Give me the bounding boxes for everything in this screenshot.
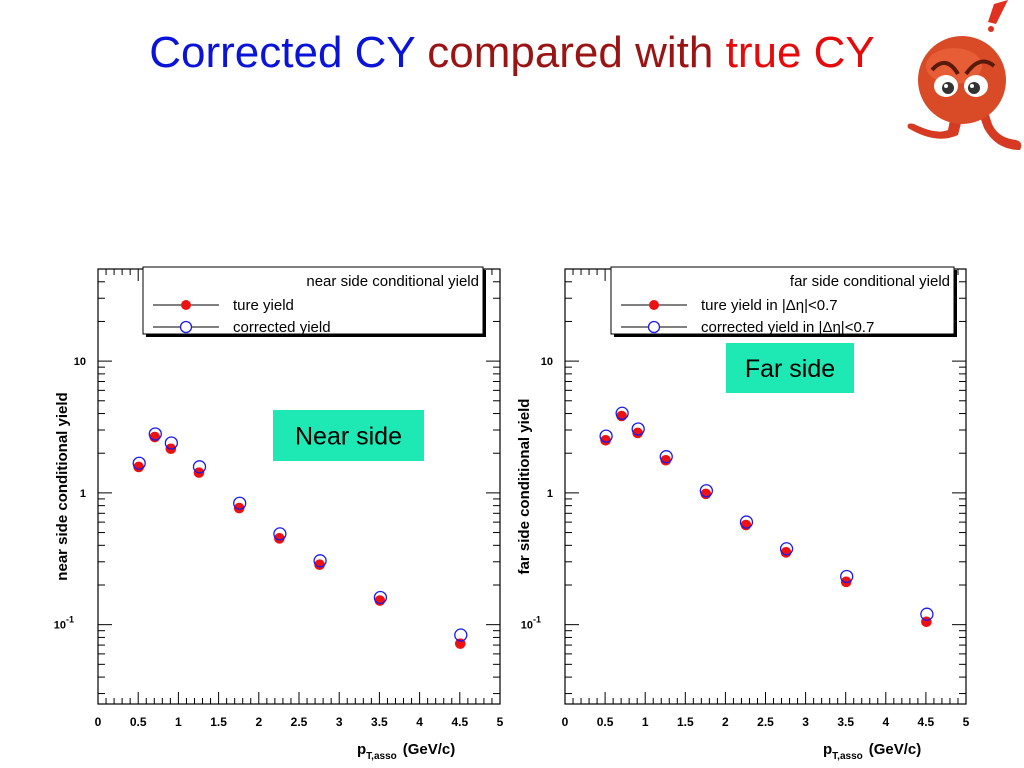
data-point-corrected bbox=[699, 484, 714, 498]
legend-entry-label: corrected yield in |Δη|<0.7 bbox=[701, 319, 874, 336]
x-axis-label-sub: T,asso bbox=[832, 751, 863, 762]
x-axis-label-sub: T,asso bbox=[366, 751, 397, 762]
x-tick-label: 4 bbox=[882, 715, 889, 729]
legend-entry-label: ture yield bbox=[233, 297, 294, 314]
data-point-corrected bbox=[615, 406, 629, 420]
y-tick-base: 10 bbox=[74, 356, 86, 368]
data-point-true bbox=[600, 435, 611, 446]
data-point-corrected bbox=[273, 527, 287, 541]
x-tick-label: 4 bbox=[416, 715, 423, 729]
x-tick-label: 0 bbox=[95, 715, 102, 729]
y-tick-label: 10-1 bbox=[54, 615, 74, 632]
y-tick-label: 10-1 bbox=[521, 615, 541, 632]
x-axis-label-unit: (GeV/c) bbox=[869, 741, 922, 758]
slide-title: Corrected CY compared with true CY bbox=[0, 28, 1024, 78]
x-tick-label: 1.5 bbox=[677, 715, 694, 729]
data-point-corrected bbox=[659, 450, 673, 464]
data-point-corrected bbox=[373, 590, 388, 605]
x-tick-label: 1.5 bbox=[210, 715, 227, 729]
legend-marker-corrected bbox=[179, 320, 193, 334]
legend-marker-corrected bbox=[647, 320, 661, 334]
data-point-corrected bbox=[233, 496, 247, 510]
legend-marker-true bbox=[181, 300, 191, 310]
x-axis-label-unit: (GeV/c) bbox=[403, 741, 456, 758]
title-part-corrected: Corrected CY bbox=[149, 28, 415, 77]
x-tick-label: 3 bbox=[802, 715, 809, 729]
legend-header: near side conditional yield bbox=[306, 273, 479, 290]
data-point-corrected bbox=[739, 515, 754, 529]
annotation-box bbox=[726, 343, 854, 393]
y-tick-label: 1 bbox=[547, 488, 553, 500]
x-axis-label: pT,asso (GeV/c) bbox=[823, 741, 921, 762]
x-tick-label: 4.5 bbox=[451, 715, 468, 729]
annotation-label: Far side bbox=[745, 355, 835, 383]
data-point-corrected bbox=[840, 569, 854, 584]
legend-box bbox=[610, 266, 955, 335]
y-tick-label: 10 bbox=[541, 356, 553, 368]
data-point-true bbox=[233, 502, 245, 514]
title-part-compared: compared with bbox=[427, 28, 714, 77]
data-point-true bbox=[740, 519, 752, 531]
data-point-corrected bbox=[920, 607, 934, 621]
legend-marker-true bbox=[649, 300, 659, 310]
x-axis-label-main: p bbox=[823, 741, 832, 758]
x-tick-label: 1 bbox=[175, 715, 182, 729]
x-axis-label-main: p bbox=[357, 741, 366, 758]
data-point-true bbox=[149, 431, 161, 443]
legend-entry-label: ture yield in |Δη|<0.7 bbox=[701, 297, 838, 314]
y-tick-base: 10 bbox=[521, 620, 533, 632]
x-tick-label: 0.5 bbox=[130, 715, 147, 729]
data-point-true bbox=[274, 533, 285, 544]
legend-entry-label: corrected yield bbox=[233, 319, 331, 336]
x-tick-label: 4.5 bbox=[918, 715, 935, 729]
legend-header: far side conditional yield bbox=[790, 273, 950, 290]
x-tick-label: 5 bbox=[497, 715, 504, 729]
data-point-corrected bbox=[599, 429, 613, 443]
data-point-corrected bbox=[454, 628, 468, 642]
x-tick-label: 5 bbox=[963, 715, 970, 729]
y-axis-label: near side conditional yield bbox=[54, 392, 71, 580]
annotation-label: Near side bbox=[295, 423, 402, 451]
y-tick-label: 10 bbox=[74, 356, 86, 368]
title-part-true: true CY bbox=[725, 28, 875, 77]
angry-face-mascot-icon bbox=[907, 0, 1022, 150]
x-tick-label: 2.5 bbox=[291, 715, 308, 729]
data-point-corrected bbox=[192, 460, 207, 474]
data-point-true bbox=[374, 595, 386, 606]
legend-box bbox=[142, 266, 484, 335]
y-tick-base: 10 bbox=[54, 620, 66, 632]
x-tick-label: 0.5 bbox=[597, 715, 614, 729]
data-point-true bbox=[632, 427, 643, 439]
data-point-corrected bbox=[779, 542, 794, 556]
data-point-corrected bbox=[132, 456, 146, 470]
y-tick-exp: -1 bbox=[533, 615, 541, 625]
y-tick-base: 1 bbox=[80, 488, 86, 500]
x-tick-label: 3 bbox=[336, 715, 343, 729]
data-point-true bbox=[133, 461, 144, 473]
y-tick-label: 1 bbox=[80, 488, 86, 500]
data-point-corrected bbox=[631, 422, 645, 436]
x-axis-label: pT,asso (GeV/c) bbox=[357, 741, 455, 762]
y-tick-base: 1 bbox=[547, 488, 553, 500]
x-tick-label: 1 bbox=[642, 715, 649, 729]
y-axis-label: far side conditional yield bbox=[516, 399, 533, 575]
data-point-true bbox=[314, 559, 325, 571]
x-tick-label: 0 bbox=[562, 715, 569, 729]
data-point-corrected bbox=[313, 554, 327, 568]
data-point-corrected bbox=[148, 427, 162, 441]
x-tick-label: 3.5 bbox=[371, 715, 388, 729]
data-point-corrected bbox=[164, 436, 179, 450]
y-tick-base: 10 bbox=[541, 356, 553, 368]
annotation-box bbox=[273, 410, 424, 461]
x-tick-label: 2 bbox=[255, 715, 262, 729]
x-tick-label: 3.5 bbox=[837, 715, 854, 729]
y-tick-exp: -1 bbox=[66, 615, 74, 625]
x-tick-label: 2.5 bbox=[757, 715, 774, 729]
data-point-true bbox=[700, 488, 712, 500]
exclamation-mark-icon bbox=[988, 0, 1008, 24]
x-tick-label: 2 bbox=[722, 715, 729, 729]
